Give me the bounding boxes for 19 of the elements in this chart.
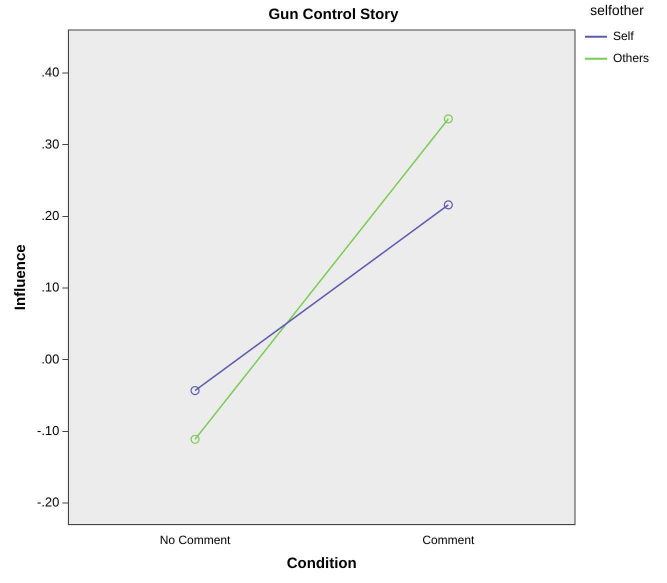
legend-title: selfother (590, 2, 644, 18)
point (444, 114, 453, 124)
y-axis-title: Influence (12, 244, 30, 310)
point (190, 434, 200, 444)
x-axis-title: Condition (286, 555, 357, 572)
x-tick-label: No Comment (160, 533, 232, 548)
point (190, 386, 200, 396)
y-tick-label: .20 (41, 208, 60, 223)
chart-title: Gun Control Story (268, 6, 400, 24)
legend-label: Others (612, 51, 650, 66)
y-tick-label: .10 (41, 280, 60, 295)
y-tick-label: -.10 (36, 422, 60, 438)
y-tick-label: .30 (41, 136, 60, 152)
x-tick-label: Comment (422, 533, 476, 548)
y-tick-label: .40 (41, 64, 60, 80)
y-tick-label: -.20 (36, 494, 60, 510)
legend-label: Self (612, 29, 634, 44)
point (444, 200, 453, 210)
y-tick-label: .00 (41, 351, 60, 366)
